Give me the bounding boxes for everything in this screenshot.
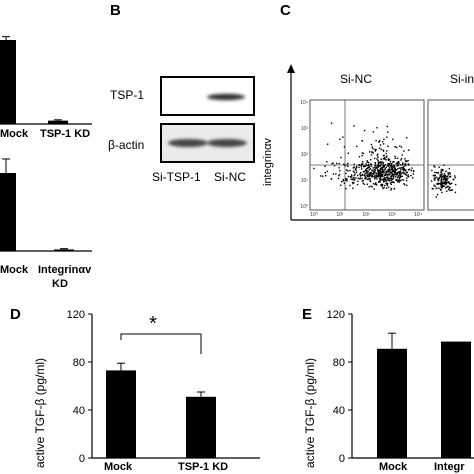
blot-lane-label-si-nc: Si-NC xyxy=(214,170,246,184)
panel-a-top-xlabel-0: Mock xyxy=(0,128,29,140)
flow-ytick-label-2: 10² xyxy=(301,152,309,158)
panel-a-bottom-bar-0 xyxy=(0,173,16,251)
panel-d-bar-1 xyxy=(186,396,216,458)
panel-a-bottom-bar-1 xyxy=(54,249,74,251)
panel-d-ylabel: active TGF-β (pg/ml) xyxy=(33,358,47,468)
panel-a-bottom-xlabel-1: Integrinαv xyxy=(38,264,92,276)
panel-d-xlabel-0: Mock xyxy=(104,461,133,473)
panel-a-top-xlabel-1: TSP-1 KD xyxy=(40,128,91,140)
panel-d-ytick-label-2: 80 xyxy=(73,357,85,369)
blot-band-tsp1-si-nc xyxy=(207,93,245,101)
panel-d-chart: active TGF-β (pg/ml) 0 40 80 120 * xyxy=(33,309,260,468)
panel-a-top-bar-0 xyxy=(0,40,16,124)
panel-letter-d: D xyxy=(10,306,21,323)
flow-ytick-label-0: 10⁰ xyxy=(300,204,308,210)
flow-xtick-label-2: 10² xyxy=(362,212,370,218)
blot-band-bactin-si-nc xyxy=(207,139,247,147)
panel-e-bar-0 xyxy=(377,348,407,458)
western-blot xyxy=(160,76,255,163)
flow-xtick-label-4: 10⁴ xyxy=(414,212,422,218)
panel-letter-c: C xyxy=(280,2,291,19)
panel-a-bottom-xlabel-2: KD xyxy=(52,278,68,290)
blot-lane-label-si-tsp1: Si-TSP-1 xyxy=(152,170,201,184)
flow-xtick-label-1: 10¹ xyxy=(336,212,344,218)
panel-a-chart xyxy=(0,36,92,252)
flow-plot-si-in-events xyxy=(430,164,457,198)
flow-xtick-label-0: 10⁰ xyxy=(310,212,318,218)
flow-xtick-label-3: 10³ xyxy=(388,212,396,218)
flow-ytick-label-1: 10¹ xyxy=(301,178,309,184)
panel-d-xlabel-1: TSP-1 KD xyxy=(178,461,229,473)
panel-e-chart: active TGF-β (pg/ml) 0 40 80 120 xyxy=(303,309,474,468)
panel-letter-b: B xyxy=(110,2,121,19)
panel-d-significance-bracket xyxy=(120,333,202,354)
flow-plot-title-si-in: Si-in xyxy=(450,72,474,86)
panel-e-ytick-label-3: 120 xyxy=(327,309,345,321)
flow-ytick-label-4: 10⁴ xyxy=(300,100,308,106)
panel-e-ytick-label-2: 80 xyxy=(333,357,345,369)
flow-plot-si-in xyxy=(427,99,474,211)
panel-d-significance-star: * xyxy=(149,313,157,335)
panel-e-ylabel: active TGF-β (pg/ml) xyxy=(303,358,317,468)
blot-row-label-bactin: β-actin xyxy=(108,138,145,152)
panel-e-ytick-label-0: 0 xyxy=(339,453,345,465)
flow-plot-si-nc xyxy=(309,99,425,211)
panel-e-bar-1 xyxy=(441,341,471,458)
panel-d-ytick-label-0: 0 xyxy=(79,453,85,465)
flow-y-axis-label: integrinαv xyxy=(262,138,274,186)
flow-y-arrow xyxy=(287,64,295,73)
panel-a-bottom-xlabel-0: Mock xyxy=(0,264,29,276)
flow-ytick-label-3: 10³ xyxy=(301,126,309,132)
panel-e-ytick-label-1: 40 xyxy=(333,405,345,417)
blot-band-bactin-si-tsp1 xyxy=(168,139,208,147)
flow-plot-si-nc-events xyxy=(313,122,415,191)
panel-letter-e: E xyxy=(302,306,313,323)
panel-d-bar-0 xyxy=(106,370,136,458)
panel-d-ytick-label-3: 120 xyxy=(67,309,85,321)
panel-e-xlabel-1: Integr xyxy=(434,461,465,473)
panel-a-top-bar-1 xyxy=(48,120,68,124)
flow-plot-title-si-nc: Si-NC xyxy=(340,72,372,86)
panel-d-ytick-label-1: 40 xyxy=(73,405,85,417)
blot-row-label-tsp1: TSP-1 xyxy=(110,88,145,102)
panel-e-xlabel-0: Mock xyxy=(379,461,408,473)
